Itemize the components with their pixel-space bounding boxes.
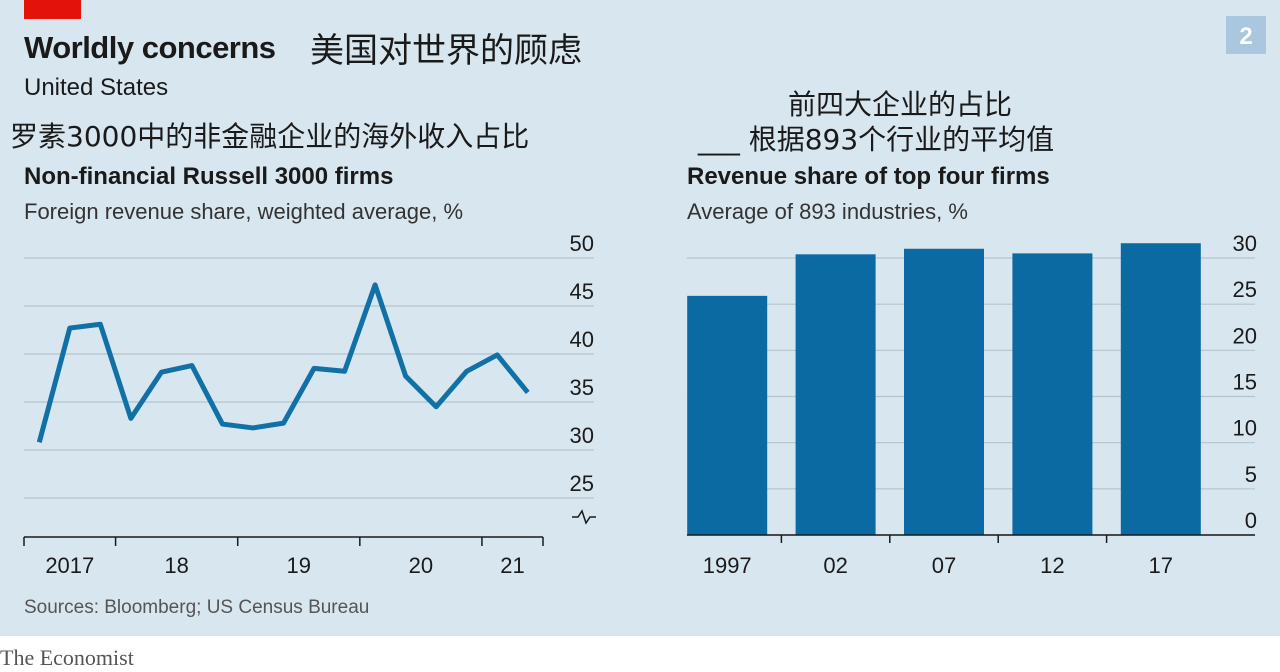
y-tick-label: 35 [570, 375, 594, 400]
x-tick-label: 1997 [703, 553, 752, 578]
y-tick-label: 45 [570, 279, 594, 304]
y-tick-label: 15 [1233, 370, 1257, 395]
x-tick-label: 02 [823, 553, 847, 578]
bar [687, 295, 768, 535]
x-tick-label: 17 [1149, 553, 1173, 578]
title: Worldly concerns [24, 30, 276, 65]
subtitle: United States [24, 74, 168, 101]
bar [795, 254, 876, 535]
x-tick-label: 20 [409, 553, 433, 578]
y-tick-label: 5 [1245, 462, 1257, 487]
y-tick-label: 10 [1233, 416, 1257, 441]
x-tick-label: 2017 [45, 553, 94, 578]
y-tick-label: 30 [1233, 231, 1257, 256]
red-tag [24, 0, 81, 19]
x-tick-label: 12 [1040, 553, 1064, 578]
x-tick-label: 21 [500, 553, 524, 578]
y-tick-label: 50 [570, 231, 594, 256]
footer: The Economist [0, 645, 134, 670]
y-tick-label: 0 [1245, 508, 1257, 533]
source: Sources: Bloomberg; US Census Bureau [24, 597, 369, 618]
axis-break [572, 509, 596, 525]
caption-zh: ___ 根据893个行业的平均值 [697, 123, 1054, 156]
y-tick-label: 25 [1233, 277, 1257, 302]
x-tick-label: 18 [164, 553, 188, 578]
title-zh: 美国对世界的顾虑 [310, 31, 582, 71]
y-tick-label: 40 [570, 327, 594, 352]
line [36, 282, 530, 443]
caption-zh: 前四大企业的占比 [788, 88, 1012, 121]
x-tick-label: 19 [287, 553, 311, 578]
x-tick-label: 07 [932, 553, 956, 578]
chart-subtitle: Average of 893 industries, % [687, 199, 968, 224]
caption-zh: 罗素3000中的非金融企业的海外收入占比 [10, 120, 529, 153]
badge: 2 [1239, 23, 1252, 50]
y-tick-label: 30 [570, 423, 594, 448]
bar [1120, 243, 1201, 535]
bar [904, 248, 984, 535]
y-tick-label: 25 [570, 471, 594, 496]
badge-box [1226, 16, 1266, 54]
bar [1012, 253, 1093, 535]
chart-subtitle: Foreign revenue share, weighted average,… [24, 199, 463, 224]
chart-title: Non-financial Russell 3000 firms [24, 163, 393, 190]
y-tick-label: 20 [1233, 323, 1257, 348]
chart-title: Revenue share of top four firms [687, 163, 1050, 190]
